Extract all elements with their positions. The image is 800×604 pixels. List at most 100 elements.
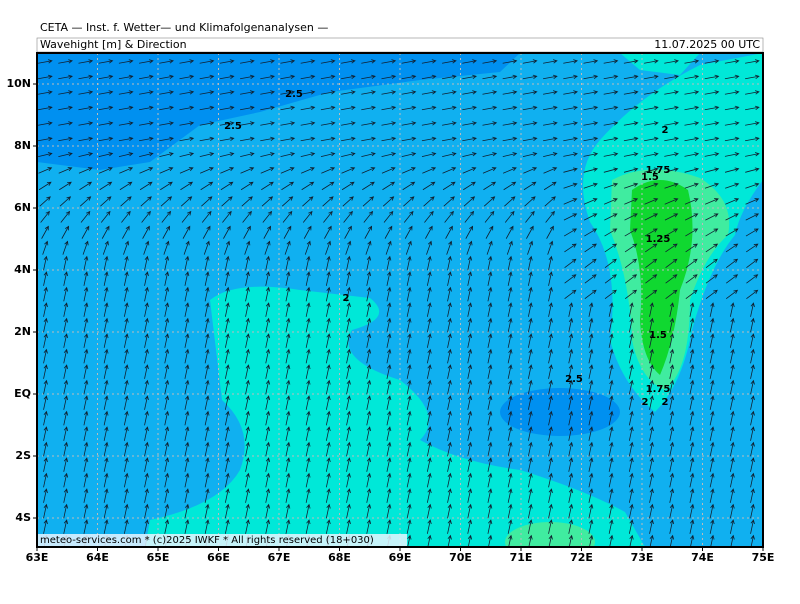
arrow: [43, 503, 48, 519]
arrow: [583, 152, 599, 157]
arrow: [224, 410, 230, 426]
arrow: [144, 379, 149, 395]
arrow: [366, 426, 372, 441]
arrow: [183, 240, 190, 255]
arrow: [325, 395, 331, 410]
arrow: [58, 105, 73, 111]
arrow: [689, 519, 695, 534]
arrow: [568, 333, 574, 348]
arrow: [144, 364, 149, 379]
arrow: [543, 167, 558, 174]
arrow: [98, 136, 114, 142]
arrow: [184, 503, 190, 519]
arrow: [184, 457, 190, 472]
arrow: [563, 121, 578, 126]
arrow: [725, 213, 739, 221]
arrow: [588, 519, 594, 534]
arrow: [507, 255, 513, 271]
arrow: [386, 457, 392, 472]
arrow: [42, 240, 49, 255]
arrow: [43, 286, 48, 302]
arrow: [401, 136, 417, 142]
arrow: [184, 426, 190, 441]
arrow: [406, 503, 412, 519]
arrow: [325, 333, 331, 348]
arrow: [184, 519, 190, 534]
arrow: [745, 121, 760, 126]
arrow: [164, 271, 170, 286]
arrow: [281, 181, 295, 191]
arrow: [184, 271, 190, 286]
arrow: [385, 240, 392, 255]
arrow: [164, 302, 170, 317]
arrow: [305, 364, 311, 379]
arrow: [406, 255, 412, 271]
arrow: [426, 457, 432, 472]
arrow: [159, 167, 174, 174]
arrow: [487, 317, 493, 333]
arrow: [224, 317, 230, 333]
arrow: [63, 286, 69, 302]
arrow: [179, 90, 195, 95]
arrow: [685, 274, 698, 284]
arrow: [447, 364, 452, 379]
arrow: [366, 286, 372, 302]
arrow: [487, 348, 493, 364]
arrow: [386, 286, 392, 302]
arrow: [63, 348, 69, 364]
arrow: [406, 488, 412, 503]
arrow: [729, 472, 735, 488]
arrow: [623, 105, 639, 111]
arrow: [709, 410, 715, 426]
arrow: [245, 302, 250, 317]
arrow: [628, 426, 634, 441]
arrow: [724, 121, 740, 126]
arrow: [426, 410, 432, 426]
arrow: [63, 488, 69, 503]
arrow: [344, 225, 352, 239]
arrow: [79, 196, 92, 207]
arrow: [603, 152, 619, 157]
arrow: [689, 441, 695, 457]
arrow: [98, 121, 114, 126]
arrow: [103, 348, 109, 364]
arrow: [507, 441, 513, 457]
lat-label: 6N: [14, 201, 31, 214]
arrow: [285, 457, 291, 472]
arrow: [78, 74, 94, 80]
arrow: [59, 181, 72, 191]
arrow: [160, 181, 173, 191]
arrow: [261, 196, 274, 207]
arrow: [224, 240, 231, 255]
arrow: [204, 457, 210, 472]
arrow: [447, 286, 452, 302]
arrow: [604, 289, 617, 300]
lon-label: 74E: [691, 551, 714, 564]
arrow: [43, 364, 48, 379]
arrow: [63, 472, 69, 488]
arrow: [624, 213, 638, 221]
arrow: [366, 472, 372, 488]
arrow: [303, 225, 312, 239]
arrow: [502, 105, 518, 111]
arrow: [280, 90, 296, 95]
arrow: [588, 364, 594, 379]
arrow: [224, 286, 230, 302]
arrow: [628, 519, 634, 534]
arrow: [346, 472, 351, 488]
arrow: [563, 105, 578, 111]
arrow: [462, 90, 477, 95]
arrow: [568, 534, 574, 547]
arrow: [240, 90, 255, 95]
arrow: [548, 441, 553, 457]
contour-label: 1.75: [646, 384, 671, 395]
arrow: [526, 225, 534, 239]
arrow: [285, 317, 291, 333]
arrow: [527, 333, 533, 348]
arrow: [204, 519, 210, 534]
arrow: [386, 395, 392, 410]
arrow: [285, 348, 291, 364]
arrow: [704, 198, 719, 205]
arrow: [325, 472, 331, 488]
arrow: [690, 534, 695, 547]
